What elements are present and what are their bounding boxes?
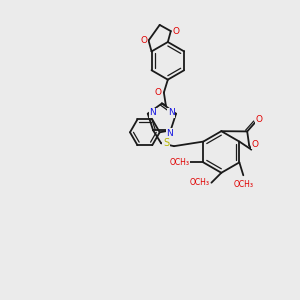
Text: N: N: [168, 108, 174, 117]
Text: O: O: [256, 115, 262, 124]
Text: O: O: [154, 88, 161, 97]
Text: N: N: [166, 129, 173, 138]
Text: OCH₃: OCH₃: [169, 158, 190, 167]
Text: O: O: [172, 27, 179, 36]
Text: OCH₃: OCH₃: [233, 180, 253, 189]
Text: OCH₃: OCH₃: [190, 178, 209, 187]
Text: N: N: [149, 108, 156, 117]
Text: S: S: [163, 138, 169, 148]
Text: O: O: [140, 36, 147, 45]
Text: O: O: [252, 140, 259, 149]
